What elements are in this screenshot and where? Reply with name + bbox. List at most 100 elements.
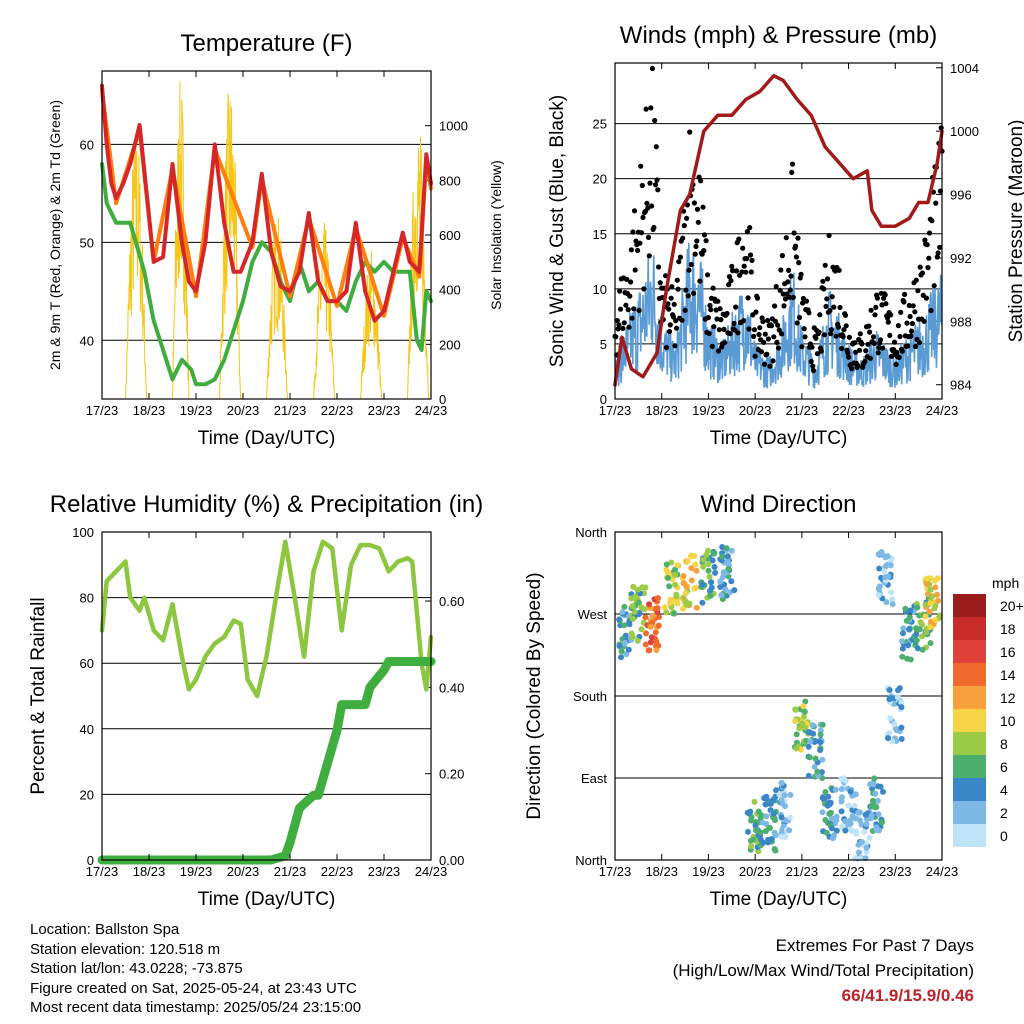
direction-point [931,577,938,584]
gust-point [770,358,776,364]
gust-point [839,345,845,352]
direction-point [800,713,807,720]
x-axis-label: Time (Day/UTC) [710,889,848,910]
gust-point [772,303,778,309]
gust-point [760,318,766,325]
direction-point [792,718,799,725]
gust-point [647,180,653,186]
gust-point [686,267,692,273]
direction-point [898,699,905,706]
direction-point [857,817,863,824]
gust-point [724,310,730,317]
gust-point [798,271,804,277]
direction-point [919,633,925,640]
gust-point [761,339,767,345]
gust-point [820,278,826,284]
t2m-line [100,83,433,323]
direction-point [832,820,838,827]
gust-point [776,327,782,333]
gust-point [915,288,921,294]
gust-point [644,200,650,206]
direction-point [796,725,803,732]
gust-point [736,236,742,242]
gust-point [902,291,908,297]
direction-point [810,730,817,737]
gust-point [773,283,779,290]
direction-point [781,792,788,799]
x-tick-label: 23/23 [879,403,912,418]
direction-point [619,609,626,615]
direction-point [634,637,641,644]
gust-point [802,334,808,340]
gust-point [791,230,797,236]
extremes-title: Extremes For Past 7 Days [775,936,974,955]
x-tick-label: 23/23 [879,864,912,879]
direction-point [863,821,870,828]
gust-point [640,214,646,220]
gust-point [779,253,786,259]
gust-point [803,298,810,304]
direction-point [663,561,670,568]
direction-point [706,573,713,580]
direction-point [932,602,939,609]
x-tick-label: 18/23 [133,864,166,879]
direction-point [681,580,688,587]
gust-point [831,304,837,310]
gust-point [846,334,853,340]
direction-point [868,803,875,810]
y-axis-label: Percent & Total Rainfall [28,597,49,794]
gust-point [645,205,651,211]
gust-point [707,302,713,309]
gust-point [788,273,794,279]
gust-point [877,337,884,343]
colorbar-swatch [953,709,986,732]
direction-point [853,830,860,837]
gust-point [667,322,673,328]
direction-point [802,698,809,705]
gust-point [785,279,791,285]
direction-point [665,575,671,581]
y2-tick-label: 0.00 [439,853,464,868]
direction-point [638,626,645,633]
gust-point [636,307,642,313]
gust-point [837,304,843,311]
gust-point [645,234,652,240]
y2-tick-label: 984 [950,378,972,393]
gust-point [674,277,680,283]
gust-point [789,169,795,175]
gust-point [756,331,762,338]
gust-point [880,345,886,351]
direction-point [842,818,849,825]
direction-point [838,808,845,815]
gust-point [765,336,772,342]
gust-point [821,332,828,338]
gust-point [767,363,773,369]
y-tick-label: 10 [593,282,607,297]
y-tick-label: South [573,689,607,704]
station-elevation: Station elevation: 120.518 m [30,940,221,958]
gust-point [655,187,661,193]
gust-point [709,343,715,349]
direction-point [762,801,769,808]
direction-point [898,724,905,731]
gust-point [833,333,839,339]
direction-point [811,763,818,770]
direction-point [907,656,914,663]
direction-point [871,775,878,782]
gust-point [705,315,712,321]
direction-point [934,591,941,598]
gust-point [684,215,690,221]
gust-point [753,309,759,315]
direction-point [819,721,826,728]
gust-point [691,290,697,296]
plot-frame [614,531,943,861]
y-tick-label: 80 [80,591,94,606]
gust-point [629,315,635,321]
direction-point [655,622,662,629]
direction-point [856,849,862,856]
gust-point [673,325,680,331]
direction-point [654,605,661,612]
direction-point [771,810,777,817]
gust-point [641,286,647,292]
gust-point [909,328,915,334]
